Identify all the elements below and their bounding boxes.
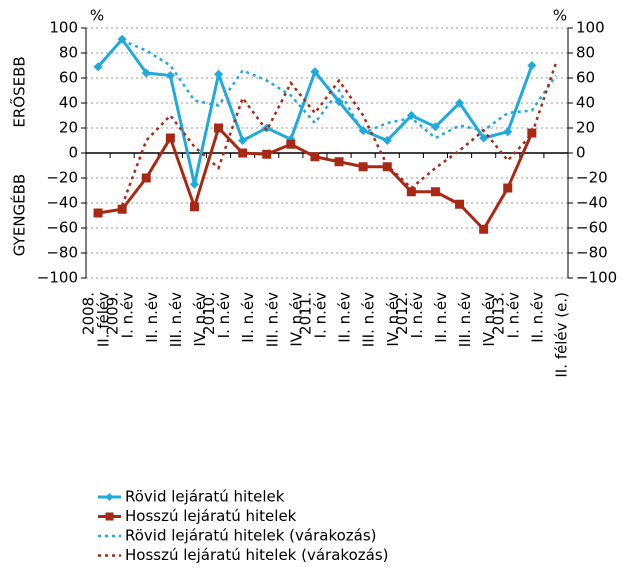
point	[503, 183, 513, 193]
point	[238, 148, 248, 158]
point	[382, 136, 392, 145]
y-tick-label: −20	[46, 169, 78, 187]
x-tick-label: II. félév	[95, 292, 113, 347]
x-tick-label: II. n.év	[336, 292, 354, 343]
point	[334, 97, 344, 107]
x-tick-label: III. n.év	[167, 292, 185, 347]
x-tick-label: IV. n.év	[384, 292, 402, 347]
x-tick-label: III. n.év	[263, 292, 281, 347]
y2-tick-label: 40	[576, 94, 595, 112]
x-tick-label: I. n.év	[215, 292, 233, 338]
legend-label: Hosszú lejáratú hitelek	[125, 507, 297, 525]
point	[93, 62, 103, 72]
y-tick-label: −80	[46, 244, 78, 262]
y2-tick-label: −80	[576, 244, 608, 262]
point	[141, 173, 151, 183]
y2-tick-label: 100	[576, 19, 605, 37]
point	[165, 133, 175, 143]
legend-label: Rövid lejáratú hitelek (várakozás)	[125, 527, 377, 545]
x-tick-label: II. n.év	[528, 292, 546, 343]
upper-label: ERŐSEBB	[9, 56, 29, 127]
point	[430, 122, 440, 132]
point	[479, 224, 489, 234]
x-tick-label: II. félév (e.)	[552, 292, 570, 378]
x-tick-label: IV. n.év	[287, 292, 305, 347]
y2-tick-label: 20	[576, 119, 595, 137]
point	[262, 149, 272, 159]
x-tick-label: II. n.év	[239, 292, 257, 343]
x-tick-label: I. n.év	[119, 292, 137, 338]
lower-label: GYENGÉBB	[10, 174, 29, 256]
y-tick-label: 80	[59, 44, 78, 62]
legend-label: Rövid lejáratú hitelek	[125, 488, 285, 506]
y2-tick-label: −100	[576, 269, 617, 287]
x-tick-label: I. n.év	[408, 292, 426, 338]
series-line	[120, 62, 558, 206]
legend-marker	[105, 493, 114, 501]
point	[214, 123, 224, 133]
point	[93, 208, 103, 218]
point	[238, 136, 248, 145]
series-line	[121, 39, 557, 140]
y2-tick-label: −40	[576, 194, 608, 212]
point	[358, 162, 368, 172]
point	[189, 179, 199, 189]
x-year-label: 2012.	[393, 292, 411, 335]
y-tick-label: 0	[68, 144, 78, 162]
point	[479, 133, 489, 143]
y2-tick-label: −20	[576, 169, 608, 187]
x-tick-label: IV. n.év	[191, 292, 209, 347]
x-year-label: 2009.	[104, 292, 122, 335]
unit-left: %	[90, 7, 104, 25]
legend-marker	[105, 512, 114, 521]
x-tick-label: III. n.év	[456, 292, 474, 347]
y-tick-label: 60	[59, 69, 78, 87]
point	[214, 69, 224, 79]
y2-tick-label: 60	[576, 69, 595, 87]
y2-tick-label: 80	[576, 44, 595, 62]
x-tick-label: IV. n.év	[480, 292, 498, 347]
point	[117, 204, 127, 214]
x-year-label: 2011.	[296, 292, 314, 335]
point	[430, 187, 440, 197]
x-year-label: 2013.	[489, 292, 507, 335]
point	[141, 68, 151, 78]
point	[310, 152, 320, 162]
point	[334, 157, 344, 167]
point	[358, 126, 368, 135]
y-tick-label: −40	[46, 194, 78, 212]
point	[455, 98, 465, 108]
y-tick-label: 20	[59, 119, 78, 137]
y-tick-label: 40	[59, 94, 78, 112]
point	[382, 162, 392, 172]
point	[165, 71, 175, 80]
y-tick-label: 100	[49, 19, 78, 37]
unit-right: %	[553, 7, 567, 25]
point	[286, 139, 296, 149]
x-year-label: 2010.	[200, 292, 218, 335]
y-tick-label: −100	[37, 269, 78, 287]
x-tick-label: II. n.év	[143, 292, 161, 343]
x-year-label: 2008.	[80, 292, 98, 335]
legend-label: Hosszú lejáratú hitelek (várakozás)	[125, 546, 388, 564]
point	[455, 199, 465, 209]
point	[310, 67, 320, 77]
y-tick-label: −60	[46, 219, 78, 237]
point	[189, 202, 199, 212]
point	[406, 187, 416, 197]
y2-tick-label: −60	[576, 219, 608, 237]
x-tick-label: II. n.év	[432, 292, 450, 343]
point	[527, 61, 537, 70]
x-tick-label: III. n.év	[360, 292, 378, 347]
point	[503, 127, 513, 137]
x-tick-label: I. n.év	[504, 292, 522, 338]
x-tick-label: I. n.év	[311, 292, 329, 338]
y2-tick-label: 0	[576, 144, 586, 162]
